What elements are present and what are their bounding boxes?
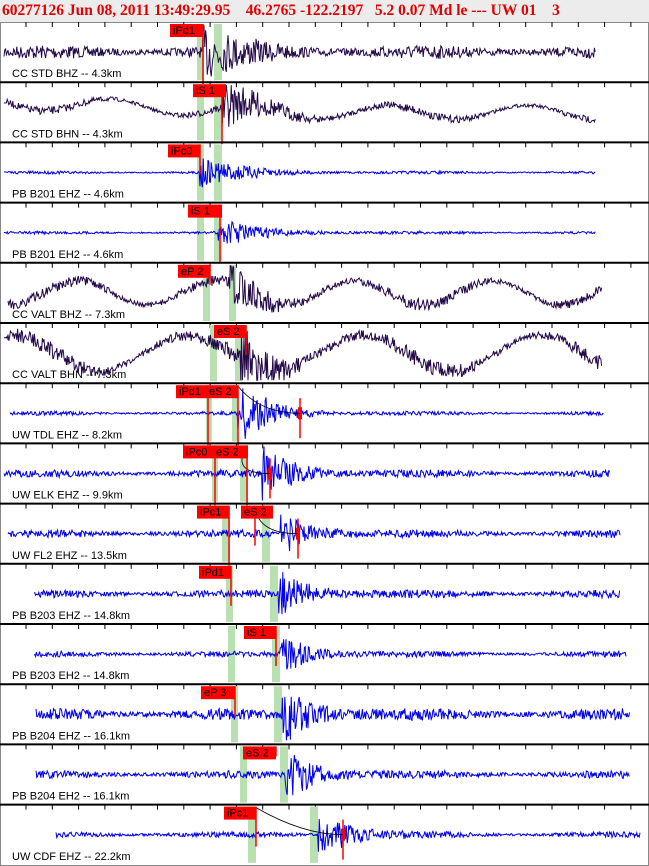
trace-label: PB B204 EH2 -- 16.1km [12, 791, 129, 803]
trace-panel[interactable]: iPc0 eS 2 UW ELK EHZ -- 9.9km [0, 443, 649, 505]
trace-panel[interactable]: eP 3 PB B204 EHZ -- 16.1km [0, 684, 649, 742]
pick-label: eP 3 [204, 687, 226, 699]
trace-label: UW FL2 EHZ -- 13.5km [12, 550, 127, 562]
trace-label: UW ELK EHZ -- 9.9km [12, 490, 123, 502]
pick-label: iS 1 [247, 627, 266, 639]
trace-panel[interactable]: eS 2 CC VALT BHN -- 7.3km [0, 323, 649, 381]
waveform-trace [56, 819, 640, 852]
pick-label: iPc0 [171, 145, 192, 157]
phase-pick[interactable]: eS 2 [243, 746, 276, 759]
trace-panel[interactable]: iPc0 PB B201 EHZ -- 4.6km [0, 142, 649, 200]
trace-panel[interactable]: iPd1 eS 2 UW TDL EHZ -- 8.2km [0, 383, 649, 445]
pick-label: iS 1 [191, 206, 210, 218]
pick-label: iPd1 [173, 25, 195, 37]
trace-panel[interactable]: eP 2 CC VALT BHZ -- 7.3km [0, 263, 649, 321]
waveform-trace [36, 755, 630, 795]
trace-panel[interactable]: iS 1 PB B201 EH2 -- 4.6km [0, 203, 649, 263]
trace-panel[interactable]: eS 2 PB B204 EH2 -- 16.1km [0, 744, 649, 802]
trace-panel[interactable]: iPc1 UW CDF EHZ -- 22.2km [0, 805, 649, 863]
waveform-trace [34, 639, 626, 669]
waveform-trace [8, 266, 602, 313]
phase-pick[interactable]: iPd1 [176, 385, 208, 445]
pick-label: eS 2 [209, 386, 232, 398]
seismogram-plot[interactable]: iPd1 CC STD BHZ -- 4.3km iS 1 CC STD BHN --… [0, 22, 649, 866]
coda-decay-curve [256, 808, 343, 835]
waveform-trace [4, 159, 595, 188]
trace-label: PB B201 EH2 -- 4.6km [12, 249, 123, 261]
waveform-trace [4, 222, 595, 244]
pick-label: iPc0 [186, 446, 207, 458]
phase-pick[interactable]: iS 1 [244, 626, 276, 666]
trace-label: PB B203 EH2 -- 14.8km [12, 670, 129, 682]
pick-label: iPc1 [200, 507, 221, 519]
waveform-trace [8, 515, 620, 552]
pick-label: eS 2 [217, 326, 240, 338]
trace-panel[interactable]: iPd1 PB B203 EHZ -- 14.8km [0, 564, 649, 622]
trace-label: PB B201 EHZ -- 4.6km [12, 189, 124, 201]
pick-label: iPc1 [227, 808, 248, 820]
phase-pick[interactable]: iPc0 [168, 144, 200, 174]
pick-window [214, 24, 222, 80]
trace-label: CC STD BHZ -- 4.3km [12, 68, 121, 80]
pick-label: iS 1 [196, 85, 215, 97]
trace-label: CC VALT BHN -- 7.3km [12, 369, 126, 381]
waveform-trace [4, 85, 595, 127]
trace-panel[interactable]: iS 1 PB B203 EH2 -- 14.8km [0, 624, 649, 682]
event-header: 60277126 Jun 08, 2011 13:49:29.95 46.276… [0, 0, 649, 22]
trace-panel[interactable]: iS 1 CC STD BHN -- 4.3km [0, 82, 649, 144]
pick-label: iPd1 [179, 386, 201, 398]
trace-label: UW CDF EHZ -- 22.2km [12, 851, 131, 863]
pick-label: eS 2 [216, 446, 239, 458]
trace-label: CC STD BHN -- 4.3km [12, 128, 123, 140]
waveform-trace [34, 572, 620, 614]
trace-panel[interactable]: iPc1 eS 2 UW FL2 EHZ -- 13.5km [0, 504, 649, 566]
trace-label: UW TDL EHZ -- 8.2km [12, 429, 122, 441]
pick-label: eS 2 [246, 747, 269, 759]
pick-label: eP 2 [181, 266, 203, 278]
trace-panel[interactable]: iPd1 CC STD BHZ -- 4.3km [4, 22, 631, 84]
trace-label: PB B204 EHZ -- 16.1km [12, 730, 130, 742]
trace-label: CC VALT BHZ -- 7.3km [12, 309, 125, 321]
trace-label: PB B203 EHZ -- 14.8km [12, 610, 130, 622]
pick-label: iPd1 [202, 567, 224, 579]
pick-label: eS 2 [244, 507, 267, 519]
